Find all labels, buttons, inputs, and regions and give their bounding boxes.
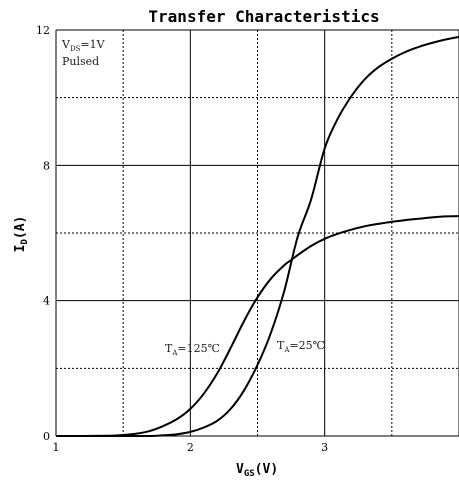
y-tick-label: 12	[36, 24, 50, 37]
y-tick-label: 4	[43, 295, 50, 308]
vds-condition: VDS=1V	[61, 38, 106, 53]
y-tick-label: 0	[43, 430, 50, 443]
x-axis-label: VGS(V)	[236, 462, 278, 479]
pulsed-condition: Pulsed	[62, 55, 99, 68]
x-tick-label: 3	[321, 441, 328, 454]
series-line-ta-25c	[56, 37, 459, 436]
y-tick-label: 8	[43, 159, 50, 172]
x-tick-label: 1	[53, 441, 60, 454]
x-tick-label: 2	[187, 441, 194, 454]
curves	[56, 37, 459, 436]
series-label-125c: TA=125℃	[165, 342, 220, 357]
grid	[56, 30, 459, 436]
series-label-25c: TA=25℃	[277, 339, 325, 354]
y-axis-label: ID(A)	[13, 216, 30, 253]
condition-note: VDS=1V Pulsed	[61, 38, 106, 68]
chart-title: Transfer Characteristics	[148, 7, 379, 26]
